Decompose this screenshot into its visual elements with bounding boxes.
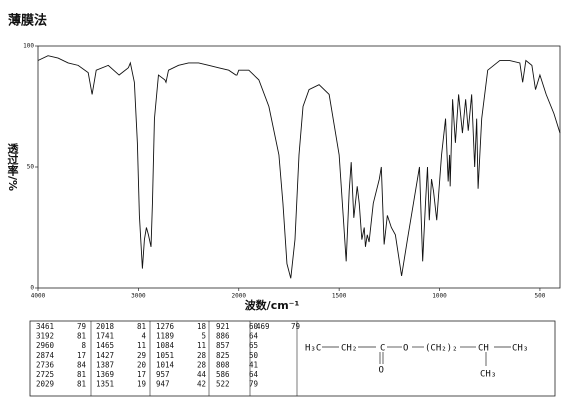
y-tick-label: 100 bbox=[23, 43, 34, 50]
table-cell: 81 bbox=[137, 322, 146, 331]
table-cell: 886 bbox=[216, 332, 230, 341]
table-cell: 79 bbox=[291, 322, 300, 331]
table-cell: 65 bbox=[249, 341, 258, 350]
table-cell: 29 bbox=[137, 351, 146, 360]
table-cell: 19 bbox=[137, 380, 146, 389]
x-tick-label: 2000 bbox=[232, 293, 247, 300]
formula-group: (CH₂)₂ bbox=[425, 344, 458, 354]
table-cell: 64 bbox=[249, 332, 259, 341]
table-cell: 2029 bbox=[36, 380, 54, 389]
table-cell: 81 bbox=[77, 370, 86, 379]
table-cell: 957 bbox=[156, 370, 170, 379]
title: 薄膜法 bbox=[8, 13, 47, 29]
formula-group: O bbox=[403, 344, 408, 354]
table-cell: 2874 bbox=[36, 351, 55, 360]
x-tick-label: 1000 bbox=[432, 293, 447, 300]
table-frame bbox=[29, 320, 556, 397]
x-tick-label: 500 bbox=[535, 293, 546, 300]
table-cell: 60 bbox=[249, 322, 259, 331]
x-tick-label: 1500 bbox=[332, 293, 347, 300]
table-cell: 2960 bbox=[36, 341, 55, 350]
table-cell: 18 bbox=[197, 322, 207, 331]
table-cell: 50 bbox=[249, 351, 259, 360]
y-axis-label: 透过率/% bbox=[6, 143, 19, 191]
y-tick-label: 0 bbox=[30, 285, 34, 292]
table-cell: 522 bbox=[216, 380, 230, 389]
table-cell: 947 bbox=[156, 380, 170, 389]
table-cell: 17 bbox=[77, 351, 86, 360]
table-cell: 64 bbox=[249, 370, 259, 379]
table-cell: 11 bbox=[197, 341, 206, 350]
formula-group: CH₃ bbox=[480, 370, 496, 380]
table-cell: 857 bbox=[216, 341, 230, 350]
table-cell: 79 bbox=[77, 322, 86, 331]
table-cell: 42 bbox=[197, 380, 206, 389]
table-cell: 17 bbox=[137, 370, 146, 379]
table-cell: 81 bbox=[77, 380, 86, 389]
table-cell: 586 bbox=[216, 370, 230, 379]
table-cell: 84 bbox=[77, 360, 87, 369]
x-tick-label: 3000 bbox=[131, 293, 146, 300]
peak-table bbox=[29, 320, 556, 397]
y-tick-label: 50 bbox=[27, 164, 35, 171]
table-cell: 2725 bbox=[36, 370, 54, 379]
table-cell: 1014 bbox=[156, 360, 175, 369]
table-cell: 921 bbox=[216, 322, 230, 331]
table-cell: 1189 bbox=[156, 332, 174, 341]
table-cell: 469 bbox=[256, 322, 270, 331]
table-cell: 79 bbox=[249, 380, 258, 389]
structure bbox=[322, 346, 511, 366]
table-cell: 1387 bbox=[96, 360, 114, 369]
x-tick-label: 4000 bbox=[31, 293, 46, 300]
table-cell: 44 bbox=[197, 370, 207, 379]
table-cell: 1051 bbox=[156, 351, 174, 360]
table-cell: 1741 bbox=[96, 332, 114, 341]
table-cell: 28 bbox=[197, 360, 207, 369]
table-cell: 28 bbox=[197, 351, 207, 360]
formula-group: H₃C bbox=[305, 344, 321, 354]
table-cell: 20 bbox=[137, 360, 147, 369]
formula-group: C bbox=[380, 344, 385, 354]
table-cell: 3192 bbox=[36, 332, 54, 341]
table-cell: 1465 bbox=[96, 341, 114, 350]
table-cell: 8 bbox=[81, 341, 86, 350]
formula-group: O bbox=[379, 366, 384, 376]
table-cell: 11 bbox=[137, 341, 146, 350]
table-cell: 825 bbox=[216, 351, 230, 360]
table-cell: 4 bbox=[141, 332, 146, 341]
table-cell: 1276 bbox=[156, 322, 175, 331]
spectrum-line bbox=[37, 55, 561, 279]
table-cell: 1427 bbox=[96, 351, 114, 360]
table-cell: 808 bbox=[216, 360, 230, 369]
table-cell: 81 bbox=[77, 332, 86, 341]
table-cell: 1369 bbox=[96, 370, 114, 379]
formula-group: CH₃ bbox=[512, 344, 528, 354]
table-cell: 1084 bbox=[156, 341, 175, 350]
table-cell: 1351 bbox=[96, 380, 114, 389]
plot-frame bbox=[37, 45, 561, 289]
table-cell: 41 bbox=[249, 360, 258, 369]
x-axis-label: 波数/cm⁻¹ bbox=[245, 298, 300, 312]
table-cell: 2018 bbox=[96, 322, 115, 331]
formula-group: CH bbox=[478, 344, 489, 354]
table-cell: 2736 bbox=[36, 360, 55, 369]
formula-group: CH₂ bbox=[341, 344, 357, 354]
table-cell: 5 bbox=[201, 332, 206, 341]
table-cell: 3461 bbox=[36, 322, 54, 331]
